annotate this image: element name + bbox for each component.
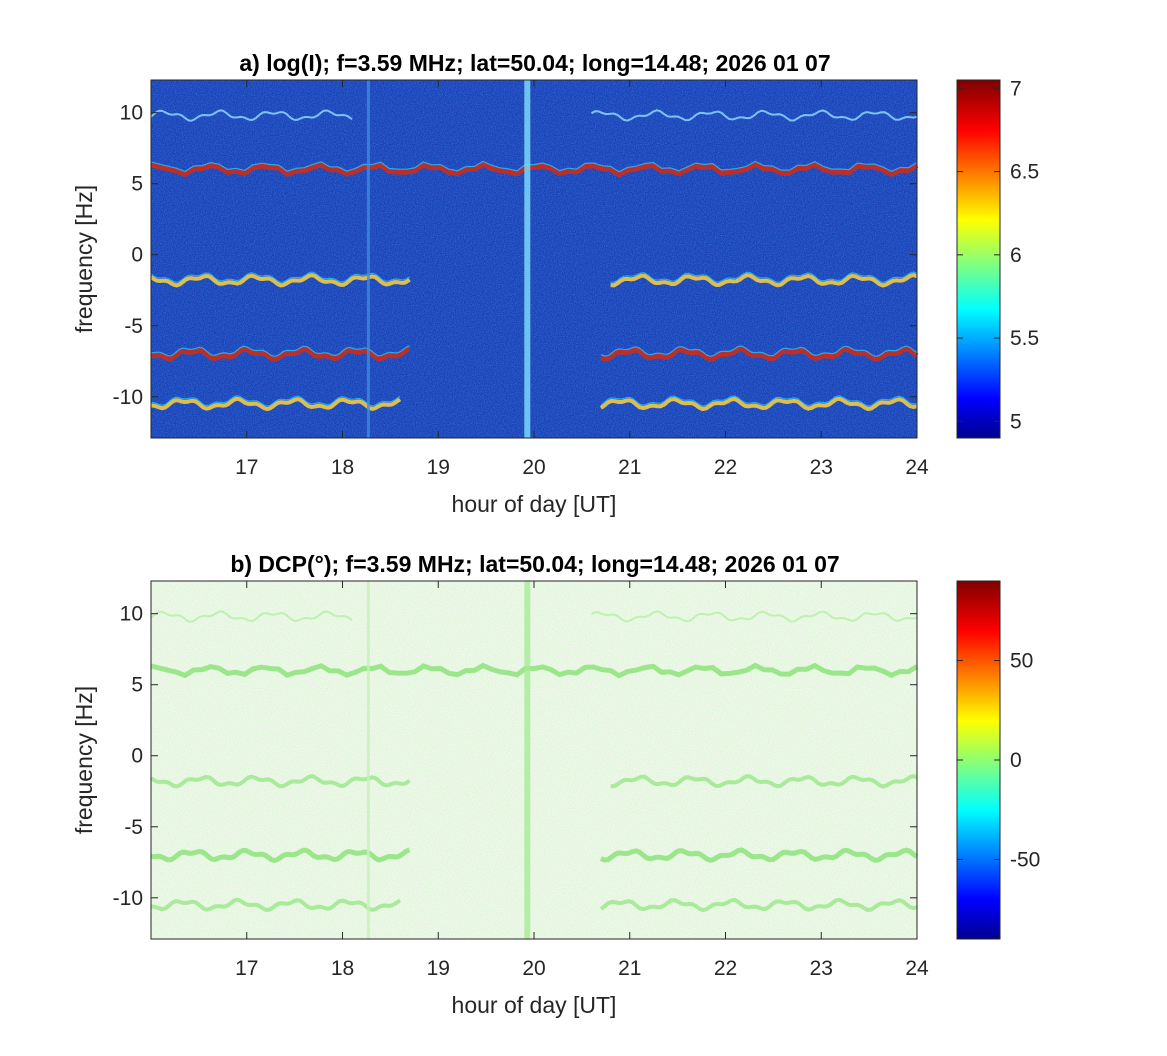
x-tick-label: 23: [810, 456, 833, 479]
trace-3-segment-1: [600, 346, 919, 362]
vertical-feature-1: [366, 581, 370, 939]
y-tick-label: 5: [131, 173, 143, 196]
x-tick-label: 20: [522, 456, 545, 479]
x-tick-label: 22: [714, 456, 737, 479]
y-tick-label: -10: [113, 386, 143, 409]
trace-4-halo-1: [600, 395, 918, 407]
colorbar: [956, 79, 1001, 439]
x-tick-label: 18: [331, 456, 354, 479]
trace-0-segment-0: [150, 109, 353, 122]
x-tick-label: 21: [618, 456, 641, 479]
x-axis-ticks: 17 18 19 20 21 22 23 24: [235, 581, 929, 980]
colorbar-tick-label: 7: [1010, 77, 1022, 100]
trace-4-halo-0: [151, 395, 401, 407]
y-axis-label: frequency [Hz]: [71, 686, 97, 834]
chart-title: b) DCP(°); f=3.59 MHz; lat=50.04; long=1…: [230, 551, 839, 577]
x-tick-label: 24: [905, 456, 929, 479]
x-tick-label: 24: [905, 957, 929, 980]
trace-2-segment-0: [149, 273, 411, 288]
colorbar-ticks: -50 0 50: [957, 650, 1040, 871]
y-tick-label: -10: [113, 887, 143, 910]
vertical-features: [366, 581, 531, 939]
trace-2-segment-1: [610, 774, 918, 789]
trace-3-segment-0: [150, 346, 411, 362]
x-tick-label: 19: [427, 957, 450, 980]
y-axis-label: frequency [Hz]: [71, 185, 97, 333]
heatmap-noise: [151, 80, 917, 438]
trace-3-segment-0: [150, 847, 411, 863]
vertical-feature-0: [524, 80, 531, 438]
trace-1-segment-0: [150, 161, 919, 178]
x-axis-label: hour of day [UT]: [452, 992, 617, 1018]
heatmap-traces: [149, 109, 919, 412]
x-tick-label: 20: [522, 957, 545, 980]
colorbar-tick-label: 0: [1010, 749, 1022, 772]
trace-4-segment-1: [599, 396, 918, 412]
trace-3-halo-0: [150, 345, 410, 358]
colorbar-tick-label: -50: [1010, 848, 1040, 871]
trace-4-segment-1: [599, 897, 918, 913]
panel-b: b) DCP(°); f=3.59 MHz; lat=50.04; long=1…: [71, 551, 1040, 1018]
y-tick-label: 0: [131, 244, 143, 267]
y-tick-label: 10: [120, 102, 143, 125]
colorbar-tick-label: 6.5: [1010, 161, 1039, 184]
x-axis-label: hour of day [UT]: [452, 491, 617, 517]
vertical-feature-0: [524, 581, 531, 939]
trace-0-segment-1: [590, 610, 918, 623]
y-tick-label: 0: [131, 745, 143, 768]
panel-a: a) log(I); f=3.59 MHz; lat=50.04; long=1…: [71, 50, 1039, 517]
trace-0-segment-1: [590, 109, 918, 122]
trace-3-halo-1: [600, 345, 918, 357]
trace-1-halo-0: [150, 160, 918, 173]
vertical-features: [366, 80, 531, 438]
x-axis-ticks: 17 18 19 20 21 22 23 24: [235, 80, 929, 479]
trace-1-segment-0: [150, 662, 919, 679]
chart-title: a) log(I); f=3.59 MHz; lat=50.04; long=1…: [239, 50, 830, 76]
y-axis-ticks: -10 -5 0 5 10: [113, 603, 917, 910]
trace-2-segment-0: [149, 774, 411, 789]
x-tick-label: 17: [235, 456, 258, 479]
trace-2-halo-0: [150, 271, 410, 284]
y-tick-label: 10: [120, 603, 143, 626]
heatmap-noise: [151, 581, 917, 939]
x-tick-label: 17: [235, 957, 258, 980]
colorbar-tick-label: 6: [1010, 244, 1022, 267]
trace-2-halo-1: [610, 271, 918, 284]
trace-4-segment-0: [151, 396, 402, 412]
heatmap-traces: [149, 610, 919, 913]
x-tick-label: 19: [427, 456, 450, 479]
trace-2-segment-1: [610, 273, 918, 288]
colorbar-ticks: 5 5.5 6 6.5 7: [957, 77, 1039, 433]
trace-3-segment-1: [600, 847, 919, 863]
y-tick-label: -5: [124, 816, 143, 839]
x-tick-label: 21: [618, 957, 641, 980]
colorbar-tick-label: 5: [1010, 410, 1022, 433]
trace-4-segment-0: [151, 897, 402, 913]
vertical-feature-1: [366, 80, 370, 438]
x-tick-label: 18: [331, 957, 354, 980]
x-tick-label: 23: [810, 957, 833, 980]
x-tick-label: 22: [714, 957, 737, 980]
colorbar-tick-label: 5.5: [1010, 327, 1039, 350]
y-tick-label: -5: [124, 315, 143, 338]
y-tick-label: 5: [131, 674, 143, 697]
colorbar: [956, 580, 1001, 940]
colorbar-tick-label: 50: [1010, 650, 1033, 673]
trace-0-segment-0: [150, 610, 353, 623]
y-axis-ticks: -10 -5 0 5 10: [113, 102, 917, 409]
